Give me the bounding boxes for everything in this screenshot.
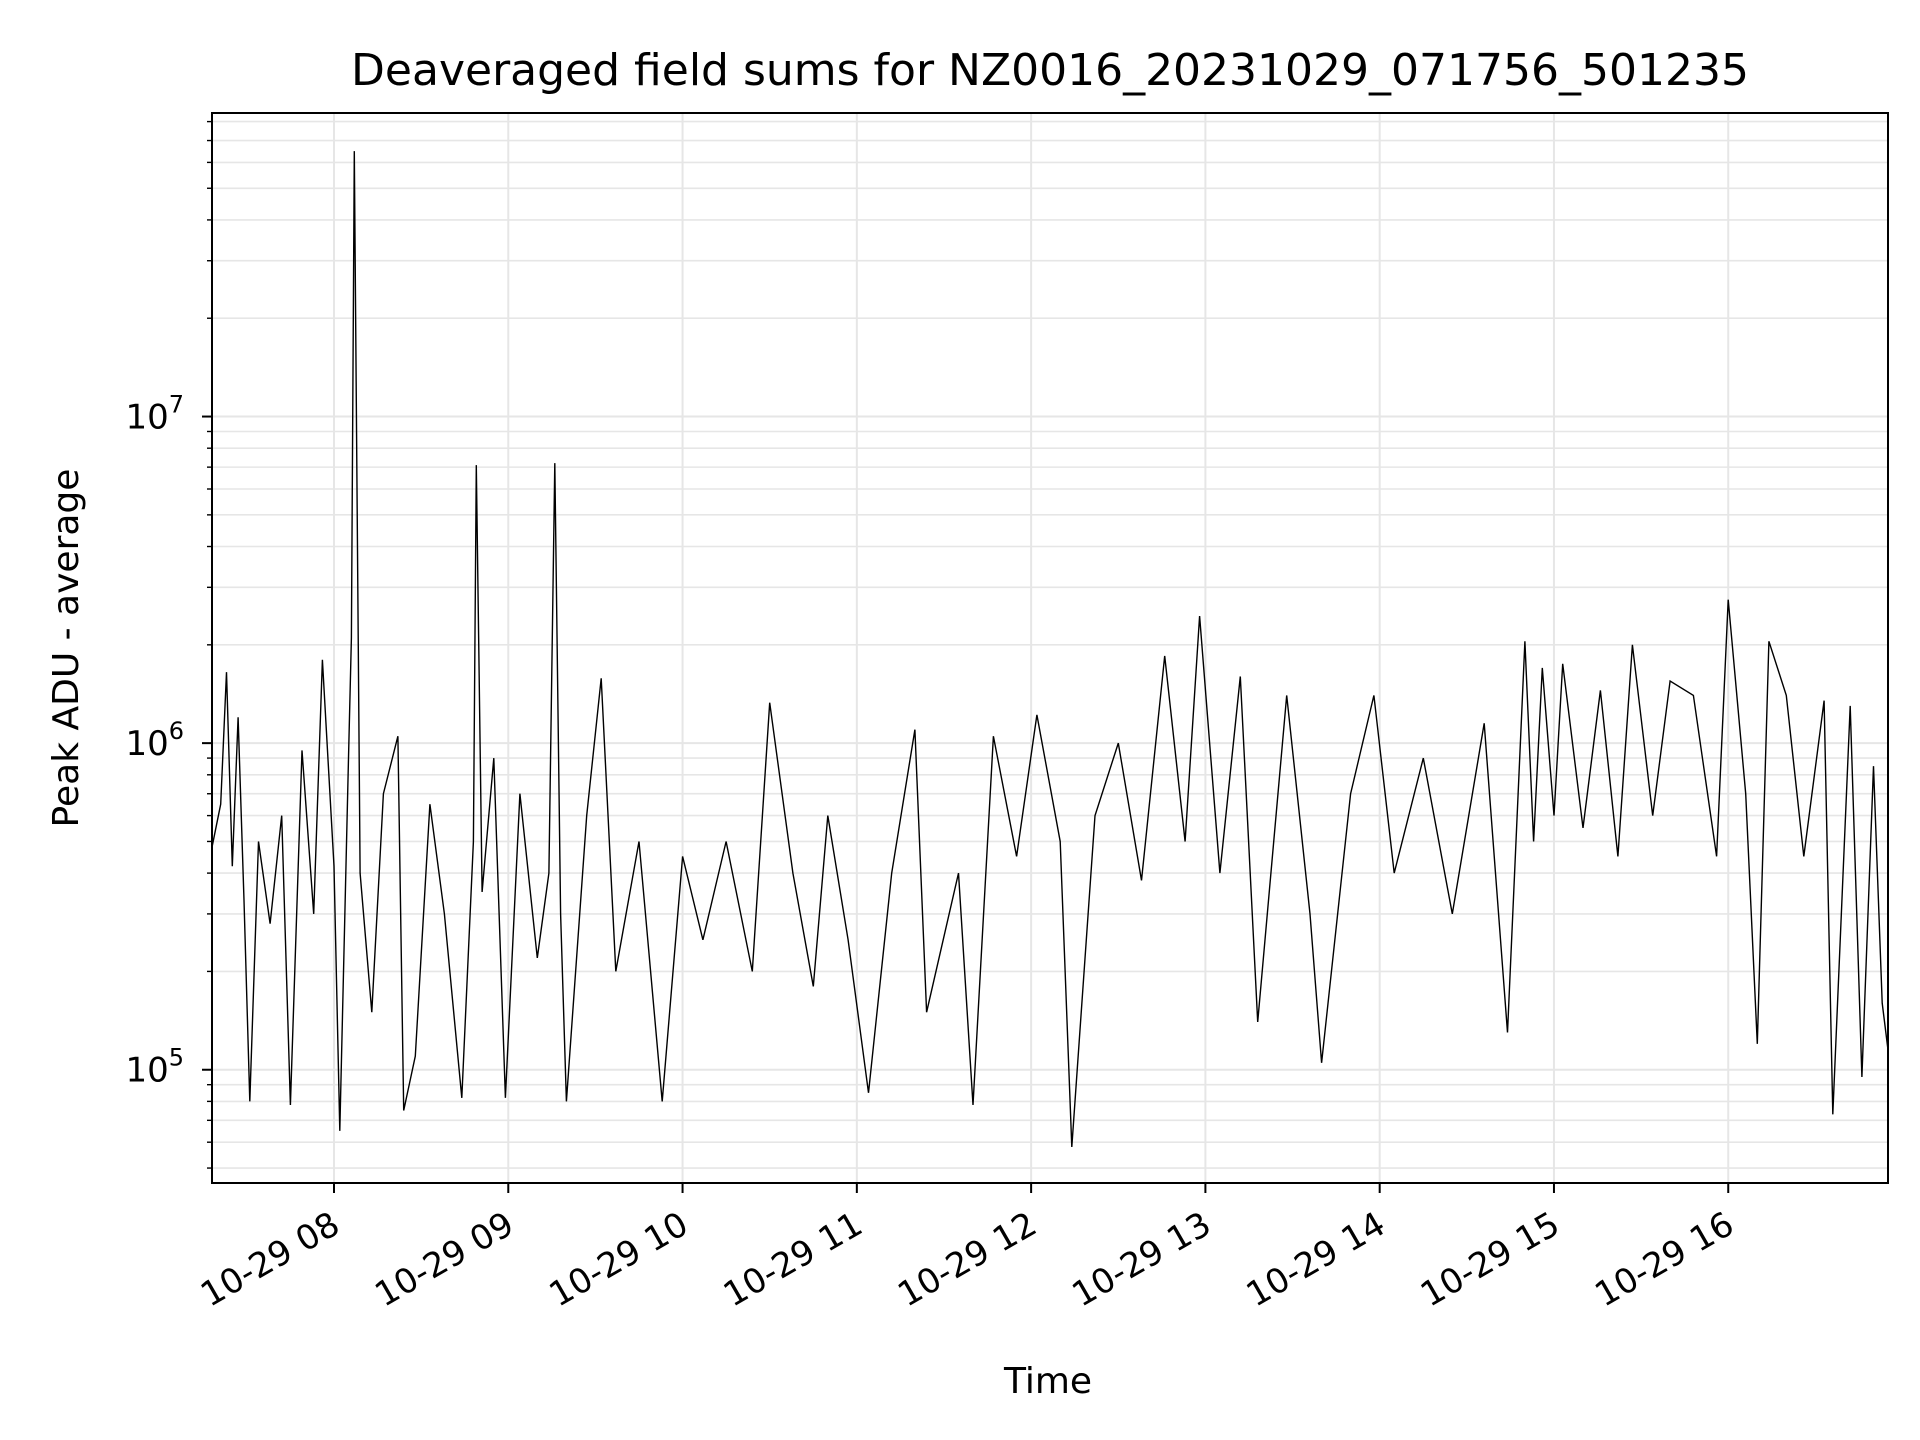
y-tick-label: 105	[125, 1044, 184, 1091]
y-tick-label: 107	[125, 391, 184, 438]
y-tick-label: 106	[125, 717, 184, 764]
chart-title: Deaveraged field sums for NZ0016_2023102…	[351, 45, 1749, 96]
plot-frame	[211, 112, 1889, 1184]
x-axis-title: Time	[1003, 1361, 1092, 1402]
series-group	[211, 151, 1889, 1148]
series-line-0	[211, 151, 1889, 1148]
y-axis-title: Peak ADU - average	[46, 469, 87, 828]
